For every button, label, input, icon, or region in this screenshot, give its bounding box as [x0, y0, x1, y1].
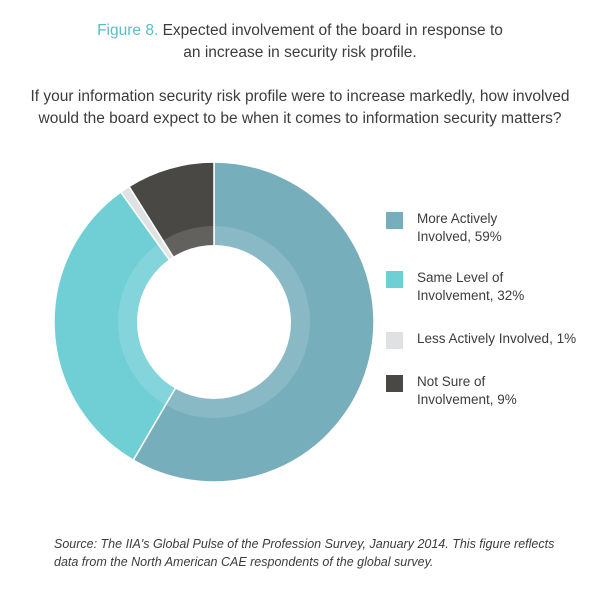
legend-item-less-actively-involved: Less Actively Involved, 1%	[386, 330, 576, 349]
figure-title-line-2: an increase in security risk profile.	[183, 44, 417, 61]
legend-swatch	[386, 271, 403, 288]
figure-title-line-1: Figure 8. Expected involvement of the bo…	[0, 20, 600, 42]
legend-swatch	[386, 332, 403, 349]
figure-title-text: Expected involvement of the board in res…	[162, 22, 503, 39]
donut-slice-1	[53, 190, 215, 462]
survey-question-line-1: If your information security risk profil…	[30, 88, 570, 105]
survey-question: If your information security risk profil…	[20, 86, 580, 130]
legend-item-same-level: Same Level of Involvement, 32%	[386, 269, 524, 305]
legend-label: Less Actively Involved, 1%	[417, 331, 577, 346]
legend-label: Same Level of Involvement, 32%	[417, 270, 525, 303]
legend-label: More Actively Involved, 59%	[417, 211, 502, 244]
legend-item-more-actively-involved: More Actively Involved, 59%	[386, 210, 502, 246]
legend-swatch	[386, 212, 403, 229]
survey-question-line-2: would the board expect to be when it com…	[38, 110, 562, 127]
source-note: Source: The IIA's Global Pulse of the Pr…	[54, 537, 555, 569]
figure-title: Figure 8. Expected involvement of the bo…	[0, 20, 600, 64]
legend-swatch	[386, 375, 403, 392]
figure-number: Figure 8.	[97, 22, 159, 39]
legend-label: Not Sure of Involvement, 9%	[417, 374, 517, 407]
legend-item-not-sure: Not Sure of Involvement, 9%	[386, 373, 517, 409]
donut-hole	[137, 245, 291, 399]
